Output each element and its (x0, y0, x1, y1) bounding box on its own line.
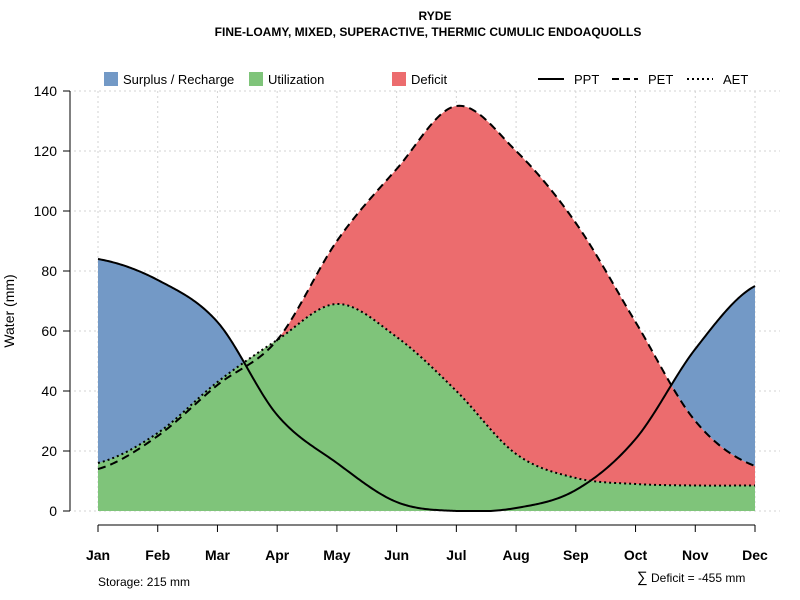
deficit-annotation: Deficit = -455 mm (651, 571, 745, 585)
legend-label: Utilization (268, 72, 324, 87)
chart-legend: Surplus / Recharge Utilization Deficit PPT P… (104, 72, 748, 87)
legend-swatch-deficit (392, 72, 406, 86)
storage-annotation: Storage: 215 mm (98, 575, 190, 589)
y-tick-label: 0 (49, 503, 57, 519)
x-tick-label-nov: Nov (682, 547, 709, 563)
aet-line (97, 303, 755, 487)
x-tick-label-oct: Oct (624, 547, 648, 563)
y-tick-label: 120 (34, 143, 58, 159)
pet-line (97, 104, 756, 470)
x-tick-label-feb: Feb (145, 547, 170, 563)
y-tick-label: 20 (41, 443, 57, 459)
ppt-line (97, 258, 756, 512)
chart-subtitle: FINE-LOAMY, MIXED, SUPERACTIVE, THERMIC … (215, 25, 642, 39)
x-tick-label-may: May (323, 547, 350, 563)
legend-label: Deficit (411, 72, 448, 87)
deficit-area (98, 105, 755, 486)
chart-areas (98, 105, 755, 511)
chart-axes: 0 20 40 60 80 100 120 140 Jan Feb Mar Apr May Jun Jul A… (34, 83, 768, 563)
legend-label: PPT (574, 72, 599, 87)
y-tick-label: 60 (41, 323, 57, 339)
legend-swatch-utilization (249, 72, 263, 86)
x-tick-label-jun: Jun (384, 547, 409, 563)
x-tick-label-jul: Jul (446, 547, 466, 563)
legend-swatch-surplus-recharge (104, 72, 118, 86)
chart-series-lines (97, 104, 756, 512)
legend-label: Surplus / Recharge (123, 72, 234, 87)
y-tick-label: 80 (41, 263, 57, 279)
y-tick-label: 40 (41, 383, 57, 399)
y-tick-label: 100 (34, 203, 58, 219)
x-tick-label-apr: Apr (265, 547, 290, 563)
y-axis-label: Water (mm) (1, 274, 17, 347)
x-tick-label-sep: Sep (563, 547, 589, 563)
legend-label: AET (723, 72, 748, 87)
y-tick-label: 140 (34, 83, 58, 99)
x-tick-label-aug: Aug (502, 547, 529, 563)
deficit-sum-symbol: ∑ (637, 569, 648, 586)
x-tick-label-dec: Dec (742, 547, 768, 563)
chart-title: RYDE (419, 9, 452, 23)
x-tick-label-mar: Mar (205, 547, 230, 563)
x-tick-label-jan: Jan (86, 547, 110, 563)
legend-label: PET (648, 72, 673, 87)
